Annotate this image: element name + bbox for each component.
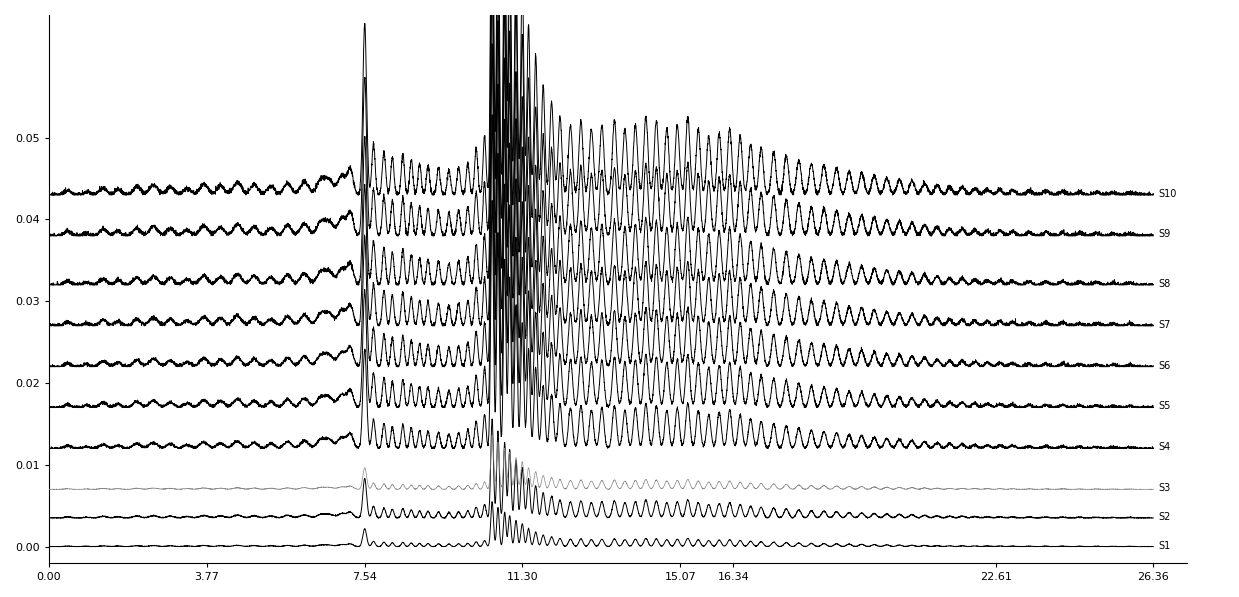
Text: S9: S9	[1158, 229, 1171, 239]
Text: S5: S5	[1158, 401, 1171, 411]
Text: S6: S6	[1158, 361, 1171, 371]
Text: S2: S2	[1158, 512, 1171, 522]
Text: S1: S1	[1158, 541, 1171, 550]
Text: S10: S10	[1158, 189, 1177, 199]
Text: S7: S7	[1158, 320, 1171, 330]
Text: S8: S8	[1158, 279, 1171, 289]
Text: S4: S4	[1158, 442, 1171, 453]
Text: S3: S3	[1158, 484, 1171, 494]
